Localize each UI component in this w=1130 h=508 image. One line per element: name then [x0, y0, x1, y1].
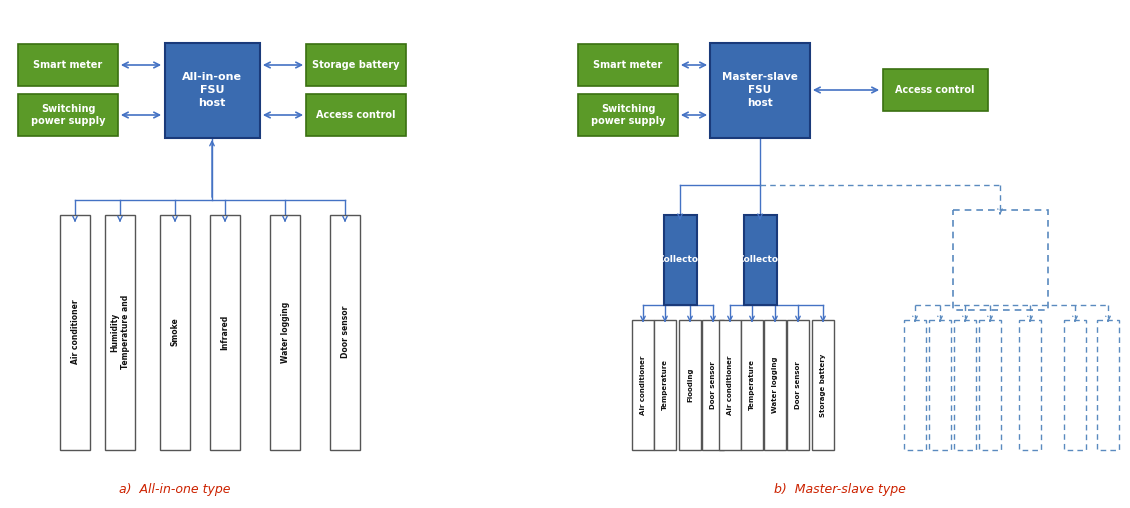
Text: b)  Master-slave type: b) Master-slave type: [774, 484, 906, 496]
FancyBboxPatch shape: [579, 44, 678, 86]
Text: Air conditioner: Air conditioner: [727, 355, 733, 415]
FancyBboxPatch shape: [160, 214, 190, 450]
FancyBboxPatch shape: [306, 94, 406, 136]
FancyBboxPatch shape: [979, 320, 1001, 450]
Text: Storage battery: Storage battery: [312, 60, 400, 70]
FancyBboxPatch shape: [663, 215, 696, 305]
Text: Smart meter: Smart meter: [593, 60, 662, 70]
Text: Temperature: Temperature: [662, 360, 668, 410]
FancyBboxPatch shape: [330, 214, 360, 450]
FancyBboxPatch shape: [710, 43, 810, 138]
FancyBboxPatch shape: [786, 320, 809, 450]
FancyBboxPatch shape: [679, 320, 701, 450]
Text: Switching
power supply: Switching power supply: [31, 104, 105, 126]
FancyBboxPatch shape: [654, 320, 676, 450]
FancyBboxPatch shape: [1019, 320, 1041, 450]
Text: a)  All-in-one type: a) All-in-one type: [120, 484, 231, 496]
FancyBboxPatch shape: [306, 44, 406, 86]
FancyBboxPatch shape: [741, 320, 763, 450]
Text: Storage battery: Storage battery: [820, 353, 826, 417]
Text: Switching
power supply: Switching power supply: [591, 104, 666, 126]
FancyBboxPatch shape: [953, 210, 1048, 310]
Text: Smoke: Smoke: [171, 318, 180, 346]
Text: Door sensor: Door sensor: [340, 306, 349, 358]
FancyBboxPatch shape: [744, 215, 776, 305]
FancyBboxPatch shape: [904, 320, 925, 450]
Text: Temperature: Temperature: [749, 360, 755, 410]
FancyBboxPatch shape: [105, 214, 134, 450]
Text: Infrared: Infrared: [220, 314, 229, 350]
FancyBboxPatch shape: [719, 320, 741, 450]
Text: Humidity
Temperature and: Humidity Temperature and: [111, 295, 130, 369]
Text: Master-slave
FSU
host: Master-slave FSU host: [722, 72, 798, 108]
Text: Flooding: Flooding: [687, 368, 693, 402]
FancyBboxPatch shape: [764, 320, 786, 450]
FancyBboxPatch shape: [929, 320, 951, 450]
FancyBboxPatch shape: [883, 69, 988, 111]
Text: Air conditioner: Air conditioner: [70, 300, 79, 364]
Text: All-in-one
FSU
host: All-in-one FSU host: [182, 72, 242, 108]
FancyBboxPatch shape: [165, 43, 260, 138]
FancyBboxPatch shape: [702, 320, 724, 450]
FancyBboxPatch shape: [270, 214, 299, 450]
FancyBboxPatch shape: [1097, 320, 1119, 450]
FancyBboxPatch shape: [210, 214, 240, 450]
Text: Air conditioner: Air conditioner: [640, 355, 646, 415]
FancyBboxPatch shape: [18, 44, 118, 86]
Text: Collector: Collector: [737, 256, 783, 265]
FancyBboxPatch shape: [812, 320, 834, 450]
FancyBboxPatch shape: [18, 94, 118, 136]
Text: Collector: Collector: [658, 256, 703, 265]
Text: Access control: Access control: [895, 85, 975, 95]
Text: Door sensor: Door sensor: [796, 361, 801, 409]
FancyBboxPatch shape: [579, 94, 678, 136]
Text: Smart meter: Smart meter: [34, 60, 103, 70]
Text: Door sensor: Door sensor: [710, 361, 716, 409]
FancyBboxPatch shape: [954, 320, 976, 450]
Text: Water logging: Water logging: [772, 357, 777, 413]
Text: Access control: Access control: [316, 110, 396, 120]
Text: Water logging: Water logging: [280, 301, 289, 363]
FancyBboxPatch shape: [60, 214, 90, 450]
FancyBboxPatch shape: [1064, 320, 1086, 450]
FancyBboxPatch shape: [632, 320, 654, 450]
